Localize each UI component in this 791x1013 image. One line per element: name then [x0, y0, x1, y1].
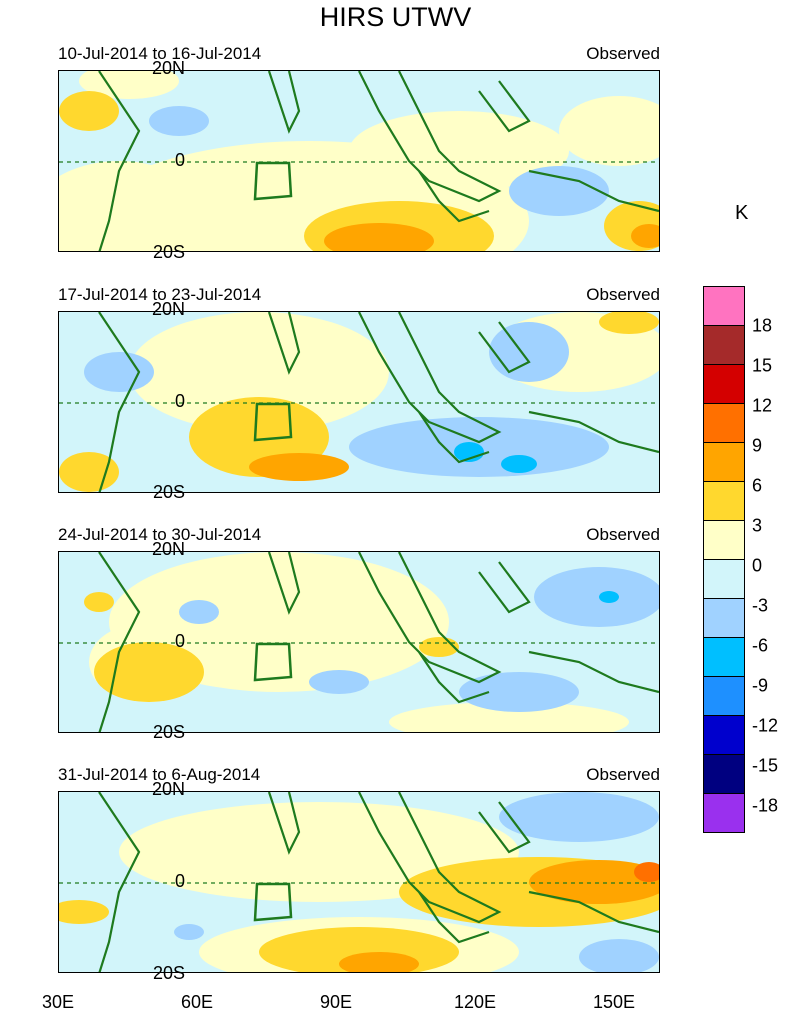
lat-label-eq: 0 — [174, 391, 185, 411]
colorbar-level-label: 6 — [752, 475, 763, 496]
panel-period: 10-Jul-2014 to 16-Jul-2014 — [58, 44, 262, 63]
lat-label-eq: 0 — [174, 631, 185, 651]
colorbar-level-label: -15 — [752, 755, 779, 776]
lat-label-20n: 20N — [151, 539, 185, 559]
lat-label-20s: 20S — [152, 722, 185, 742]
map-panel-2: 17-Jul-2014 to 23-Jul-2014 Observed — [58, 285, 660, 493]
colorbar-swatch — [703, 286, 745, 326]
panel-period: 24-Jul-2014 to 30-Jul-2014 — [58, 525, 262, 544]
colorbar-swatch — [703, 325, 745, 365]
colorbar-level-label: -9 — [752, 675, 769, 696]
colorbar-level-label: 18 — [752, 315, 773, 336]
colorbar-level-label: -18 — [752, 795, 779, 816]
colorbar-swatch — [703, 403, 745, 443]
anomaly-map — [58, 70, 660, 252]
colorbar-level-label: 12 — [752, 395, 773, 416]
panel-period: 17-Jul-2014 to 23-Jul-2014 — [58, 285, 262, 304]
colorbar-unit: K — [735, 202, 749, 224]
lat-label-20n: 20N — [151, 299, 185, 319]
colorbar-level-label: 3 — [752, 515, 763, 536]
map-svg — [59, 312, 659, 492]
colorbar-level-label: -6 — [752, 635, 769, 656]
panel-label: Observed — [586, 765, 660, 784]
panel-label: Observed — [586, 525, 660, 544]
colorbar-level-label: 9 — [752, 435, 763, 456]
panel-period: 31-Jul-2014 to 6-Aug-2014 — [58, 765, 261, 784]
panel-label: Observed — [586, 285, 660, 304]
lat-label-eq: 0 — [174, 150, 185, 170]
colorbar-swatch — [703, 442, 745, 482]
colorbar-swatch — [703, 637, 745, 677]
map-svg — [59, 71, 659, 251]
colorbar-level-label: 0 — [752, 555, 763, 576]
map-svg — [59, 552, 659, 732]
colorbar-level-label: -3 — [752, 595, 769, 616]
lat-label-20s: 20S — [152, 482, 185, 502]
lon-label-30e: 30E — [41, 992, 75, 1012]
map-panel-1: 10-Jul-2014 to 16-Jul-2014 Observed — [58, 44, 660, 252]
lon-label-150e: 150E — [592, 992, 636, 1012]
lon-label-60e: 60E — [180, 992, 214, 1012]
colorbar-swatch — [703, 793, 745, 833]
lat-label-20s: 20S — [152, 242, 185, 262]
colorbar — [703, 286, 745, 833]
colorbar-swatch — [703, 715, 745, 755]
colorbar-swatch — [703, 598, 745, 638]
map-panel-4: 31-Jul-2014 to 6-Aug-2014 Observed — [58, 765, 660, 973]
anomaly-map — [58, 311, 660, 493]
lon-label-120e: 120E — [453, 992, 497, 1012]
colorbar-level-label: 15 — [752, 355, 773, 376]
colorbar-swatch — [703, 481, 745, 521]
map-svg — [59, 792, 659, 972]
colorbar-swatch — [703, 754, 745, 794]
lat-label-20n: 20N — [151, 779, 185, 799]
colorbar-level-label: -12 — [752, 715, 779, 736]
lat-label-20s: 20S — [152, 963, 185, 983]
colorbar-swatch — [703, 676, 745, 716]
colorbar-swatch — [703, 559, 745, 599]
colorbar-swatch — [703, 364, 745, 404]
lat-label-20n: 20N — [151, 58, 185, 78]
lat-label-eq: 0 — [174, 871, 185, 891]
figure-title: HIRS UTWV — [319, 2, 472, 32]
colorbar-swatch — [703, 520, 745, 560]
panel-label: Observed — [586, 44, 660, 63]
lon-label-90e: 90E — [319, 992, 353, 1012]
map-panel-3: 24-Jul-2014 to 30-Jul-2014 Observed — [58, 525, 660, 733]
anomaly-map — [58, 791, 660, 973]
anomaly-map — [58, 551, 660, 733]
